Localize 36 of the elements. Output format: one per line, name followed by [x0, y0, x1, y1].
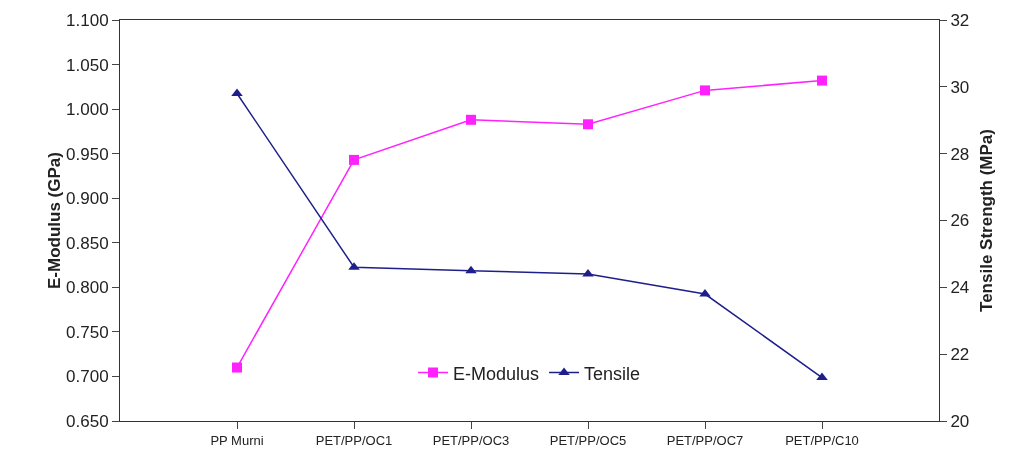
- y2-tick-label: 28: [950, 144, 970, 164]
- y2-tick-label: 26: [950, 211, 970, 231]
- y-tick-label: 0.950: [66, 144, 109, 164]
- y-tick-label: 0.750: [66, 322, 109, 342]
- point: [816, 372, 828, 381]
- point: [583, 119, 593, 130]
- point: [700, 85, 710, 96]
- x-tick-label: PET/PP/OC3: [432, 432, 510, 448]
- y2-tick-label: 22: [950, 345, 970, 365]
- y2-tick-label: 30: [950, 77, 970, 97]
- y2-tick-label: 20: [950, 411, 970, 431]
- y-tick-label: 0.650: [66, 411, 109, 431]
- legend-label: Tensile: [584, 363, 641, 384]
- point: [231, 88, 243, 97]
- point: [349, 154, 359, 165]
- point: [232, 362, 242, 373]
- y-tick-label: 0.850: [66, 233, 109, 253]
- point: [465, 265, 477, 274]
- y-tick-label: 0.700: [66, 367, 109, 387]
- x-tick-label: PET/PP/C10: [785, 432, 859, 448]
- y-tick-label: 0.900: [66, 189, 109, 209]
- x-tick-label: PP Murni: [210, 432, 264, 448]
- y-tick-label: 1.050: [66, 55, 109, 75]
- y2-tick-label: 24: [950, 278, 970, 298]
- y-tick-label: 1.100: [66, 10, 109, 30]
- point: [817, 75, 827, 86]
- legend-label: E-Modulus: [453, 363, 540, 384]
- y-tick-label: 0.800: [66, 278, 109, 298]
- x-tick-label: PET/PP/OC1: [315, 432, 393, 448]
- y-tick-label: 1.000: [66, 100, 109, 120]
- point: [466, 114, 476, 125]
- y-axis-title: E-Modulus (GPa): [45, 152, 65, 289]
- x-tick-label: PET/PP/OC5: [549, 432, 627, 448]
- x-tick-label: PET/PP/OC7: [666, 432, 744, 448]
- y2-tick-label: 32: [950, 10, 970, 30]
- y2-axis-title: Tensile Strength (MPa): [976, 129, 996, 312]
